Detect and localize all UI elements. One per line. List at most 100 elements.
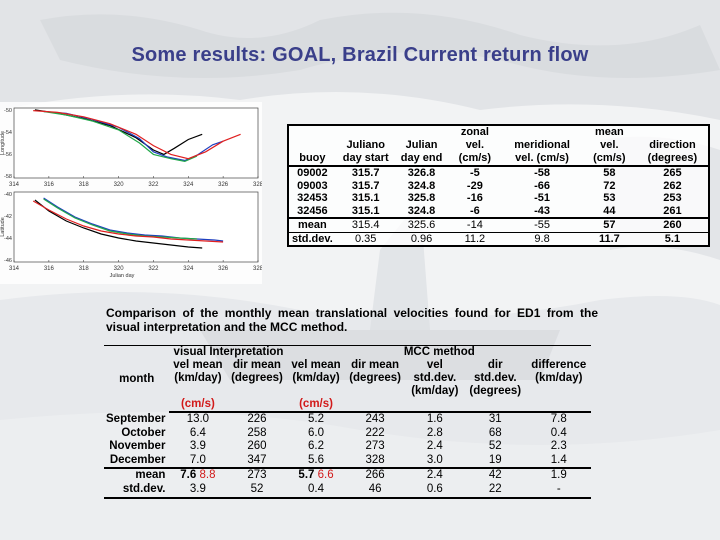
mcc-vel-km: 5.7 bbox=[298, 469, 315, 482]
cell: 7.8 bbox=[550, 413, 567, 425]
cell: 58 bbox=[603, 167, 616, 179]
x-tick-label: 314 bbox=[9, 266, 20, 272]
cell: -43 bbox=[534, 204, 551, 217]
cell: 326.8 bbox=[407, 167, 436, 179]
cell: 1.4 bbox=[550, 453, 567, 466]
cell: 13.0 bbox=[186, 413, 210, 425]
cell: 42 bbox=[463, 467, 527, 483]
cell: 261 bbox=[663, 204, 682, 217]
cell: 347 bbox=[247, 453, 267, 466]
cell: 324.8 bbox=[407, 179, 436, 192]
table-row-stddev: std.dev. 0.35 0.96 11.2 9.8 11.7 5.1 bbox=[288, 231, 709, 246]
table-header-row: buoy Juliano day start Julian day end zo… bbox=[288, 125, 709, 167]
header-day-end: Julian day end bbox=[395, 125, 448, 167]
month-label: October bbox=[121, 426, 166, 439]
cell: -14 bbox=[447, 217, 503, 232]
cell-vis-vel-mean: 7.6 8.8 bbox=[169, 467, 227, 483]
header-day-start: Juliano day start bbox=[335, 125, 396, 167]
y-tick-label: -50 bbox=[4, 108, 12, 114]
table-row: December 7.0 347 5.6 328 3.0 19 1.4 bbox=[104, 454, 591, 469]
x-tick-label: 320 bbox=[114, 182, 125, 188]
cell: 226 bbox=[247, 413, 267, 425]
cell: 260 bbox=[636, 217, 709, 232]
cell: 0.35 bbox=[335, 231, 396, 246]
plot-frame bbox=[13, 107, 259, 179]
month-label: September bbox=[106, 412, 166, 425]
x-tick-label: 324 bbox=[183, 182, 194, 188]
cell: 09002 bbox=[297, 167, 328, 179]
cell: 324.8 bbox=[407, 204, 436, 217]
header-dir-stddev: dir std.dev. (degrees) bbox=[469, 359, 522, 397]
cell: 7.0 bbox=[189, 453, 206, 466]
x-axis-label: Julian day bbox=[110, 273, 135, 279]
cell: 243 bbox=[365, 413, 385, 425]
cell: 46 bbox=[344, 482, 406, 499]
header-meridional-vel: meridional vel. (cm/s) bbox=[502, 125, 582, 167]
x-tick-label: 328 bbox=[253, 182, 262, 188]
cell: 265 bbox=[663, 167, 682, 179]
cell: 6.4 bbox=[189, 426, 206, 439]
cell: 19 bbox=[488, 453, 502, 466]
cell: 0.4 bbox=[550, 426, 567, 439]
cell: 315.7 bbox=[351, 167, 380, 179]
cell: 5.2 bbox=[308, 413, 325, 425]
mcc-vel-cms: 6.6 bbox=[317, 469, 334, 482]
cell: 262 bbox=[663, 179, 682, 192]
cell: 68 bbox=[488, 426, 502, 439]
x-tick-label: 328 bbox=[253, 266, 262, 272]
cell: 1.9 bbox=[526, 467, 591, 483]
y-tick-label: -44 bbox=[4, 236, 12, 242]
cell: 2.4 bbox=[405, 467, 464, 483]
cell: 266 bbox=[344, 467, 406, 483]
y-tick-label: -40 bbox=[4, 192, 12, 198]
stddev-label: std.dev. bbox=[104, 482, 170, 499]
x-tick-label: 320 bbox=[114, 266, 125, 272]
cell: 22 bbox=[463, 482, 527, 499]
series-line-2 bbox=[43, 197, 224, 242]
x-tick-label: 316 bbox=[44, 182, 55, 188]
cell: 5.6 bbox=[308, 453, 325, 466]
cell: 09003 bbox=[297, 179, 328, 192]
cell: 222 bbox=[365, 426, 385, 439]
y-tick-label: -58 bbox=[4, 174, 12, 180]
cell: 273 bbox=[226, 467, 288, 483]
header-vis-vel: vel mean (km/day) bbox=[173, 359, 223, 384]
table-caption: Comparison of the monthly mean translati… bbox=[106, 306, 598, 334]
y-axis-label: Longitude bbox=[0, 131, 6, 155]
x-tick-label: 324 bbox=[183, 266, 194, 272]
cell: 0.4 bbox=[287, 482, 345, 499]
cell-mcc-vel-mean: 5.7 6.6 bbox=[287, 467, 345, 483]
longitude-chart: 314 316 318 320 322 324 326 328 -50 -54 -56 -58 Long… bbox=[0, 102, 262, 188]
table-row-stddev: std.dev. 3.9 52 0.4 46 0.6 22 - bbox=[104, 482, 591, 499]
x-tick-label: 318 bbox=[79, 266, 90, 272]
cell: 53 bbox=[603, 192, 616, 204]
header-mcc-vel: vel mean (km/day) bbox=[291, 359, 341, 384]
cell: mean bbox=[288, 217, 336, 232]
slide-title: Some results: GOAL, Brazil Current retur… bbox=[131, 44, 589, 66]
header-mcc-method: MCC method bbox=[287, 345, 591, 359]
cell: std.dev. bbox=[288, 231, 336, 246]
cell: 315.4 bbox=[335, 217, 396, 232]
cell: -51 bbox=[534, 192, 551, 204]
cell: - bbox=[526, 482, 591, 499]
header-month: month bbox=[104, 345, 170, 412]
table-row: September 13.0 226 5.2 243 1.6 31 7.8 bbox=[104, 412, 591, 427]
month-label: November bbox=[109, 440, 166, 453]
cell: 325.8 bbox=[407, 192, 436, 204]
cell: 315.1 bbox=[351, 192, 380, 204]
x-tick-label: 326 bbox=[218, 266, 229, 272]
column-header-row: vel mean (km/day) dir mean (degrees) vel… bbox=[104, 359, 591, 398]
table-row: 32453 315.1 325.8 -16 -51 53 253 bbox=[288, 192, 709, 205]
header-direction: direction (degrees) bbox=[636, 125, 709, 167]
header-mean-vel: mean vel. (cm/s) bbox=[581, 125, 637, 167]
x-tick-label: 314 bbox=[9, 182, 20, 188]
y-tick-label: -42 bbox=[4, 214, 12, 220]
buoy-results-table: buoy Juliano day start Julian day end zo… bbox=[287, 124, 710, 247]
cell: 6.0 bbox=[308, 426, 325, 439]
table-row: October 6.4 258 6.0 222 2.8 68 0.4 bbox=[104, 427, 591, 441]
cell: 315.1 bbox=[351, 204, 380, 217]
series-line-1 bbox=[34, 199, 203, 249]
table-row: November 3.9 260 6.2 273 2.4 52 2.3 bbox=[104, 440, 591, 454]
month-label: December bbox=[109, 453, 166, 466]
cell: 260 bbox=[247, 440, 267, 453]
